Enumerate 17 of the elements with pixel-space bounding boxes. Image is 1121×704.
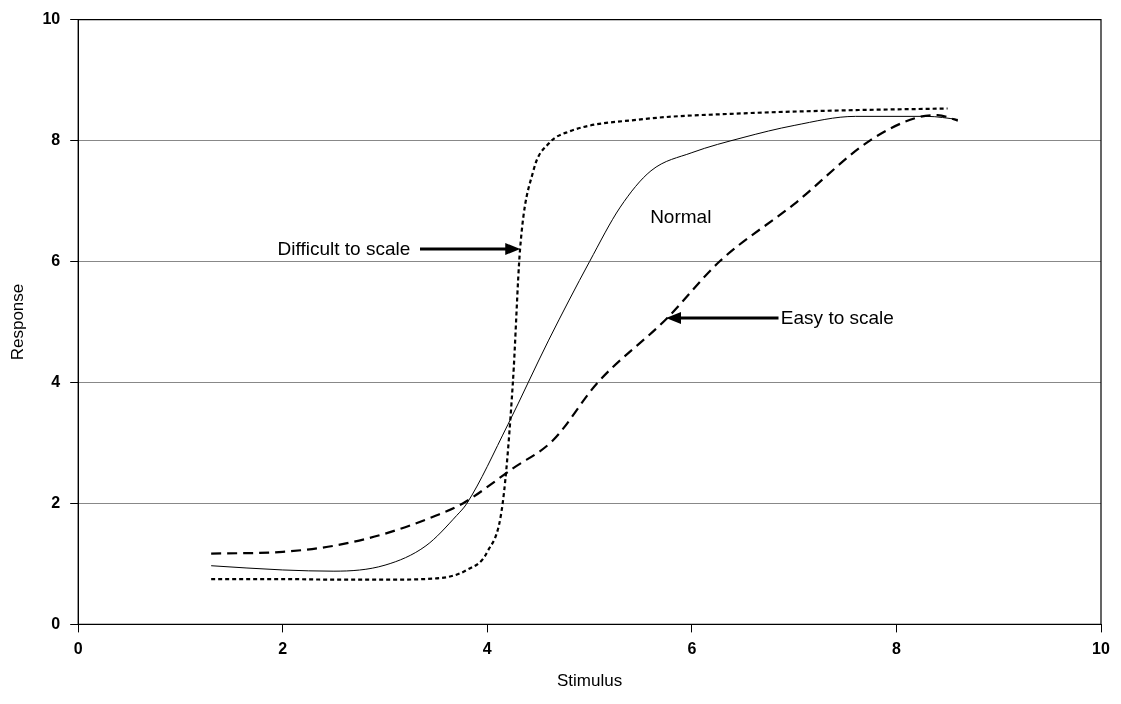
y-tick-label: 0 bbox=[51, 614, 61, 632]
x-tick-label: 6 bbox=[687, 640, 697, 658]
y-tick-label: 8 bbox=[51, 130, 61, 148]
x-tick-label: 8 bbox=[891, 640, 901, 658]
x-axis-title: Stimulus bbox=[557, 671, 623, 691]
y-tick-label: 10 bbox=[42, 10, 61, 28]
annotation: Easy to scale bbox=[780, 307, 894, 330]
x-tick-label: 10 bbox=[1092, 640, 1110, 658]
x-tick-label: 4 bbox=[482, 640, 492, 658]
y-tick-label: 4 bbox=[51, 372, 61, 390]
x-tick-label: 0 bbox=[73, 640, 83, 658]
annotation: Normal bbox=[650, 205, 712, 228]
annotation: Difficult to scale bbox=[277, 237, 411, 260]
y-tick-label: 2 bbox=[51, 493, 61, 511]
y-axis-title: Response bbox=[7, 283, 27, 361]
x-tick-label: 2 bbox=[278, 640, 288, 658]
y-tick-label: 6 bbox=[51, 251, 61, 269]
